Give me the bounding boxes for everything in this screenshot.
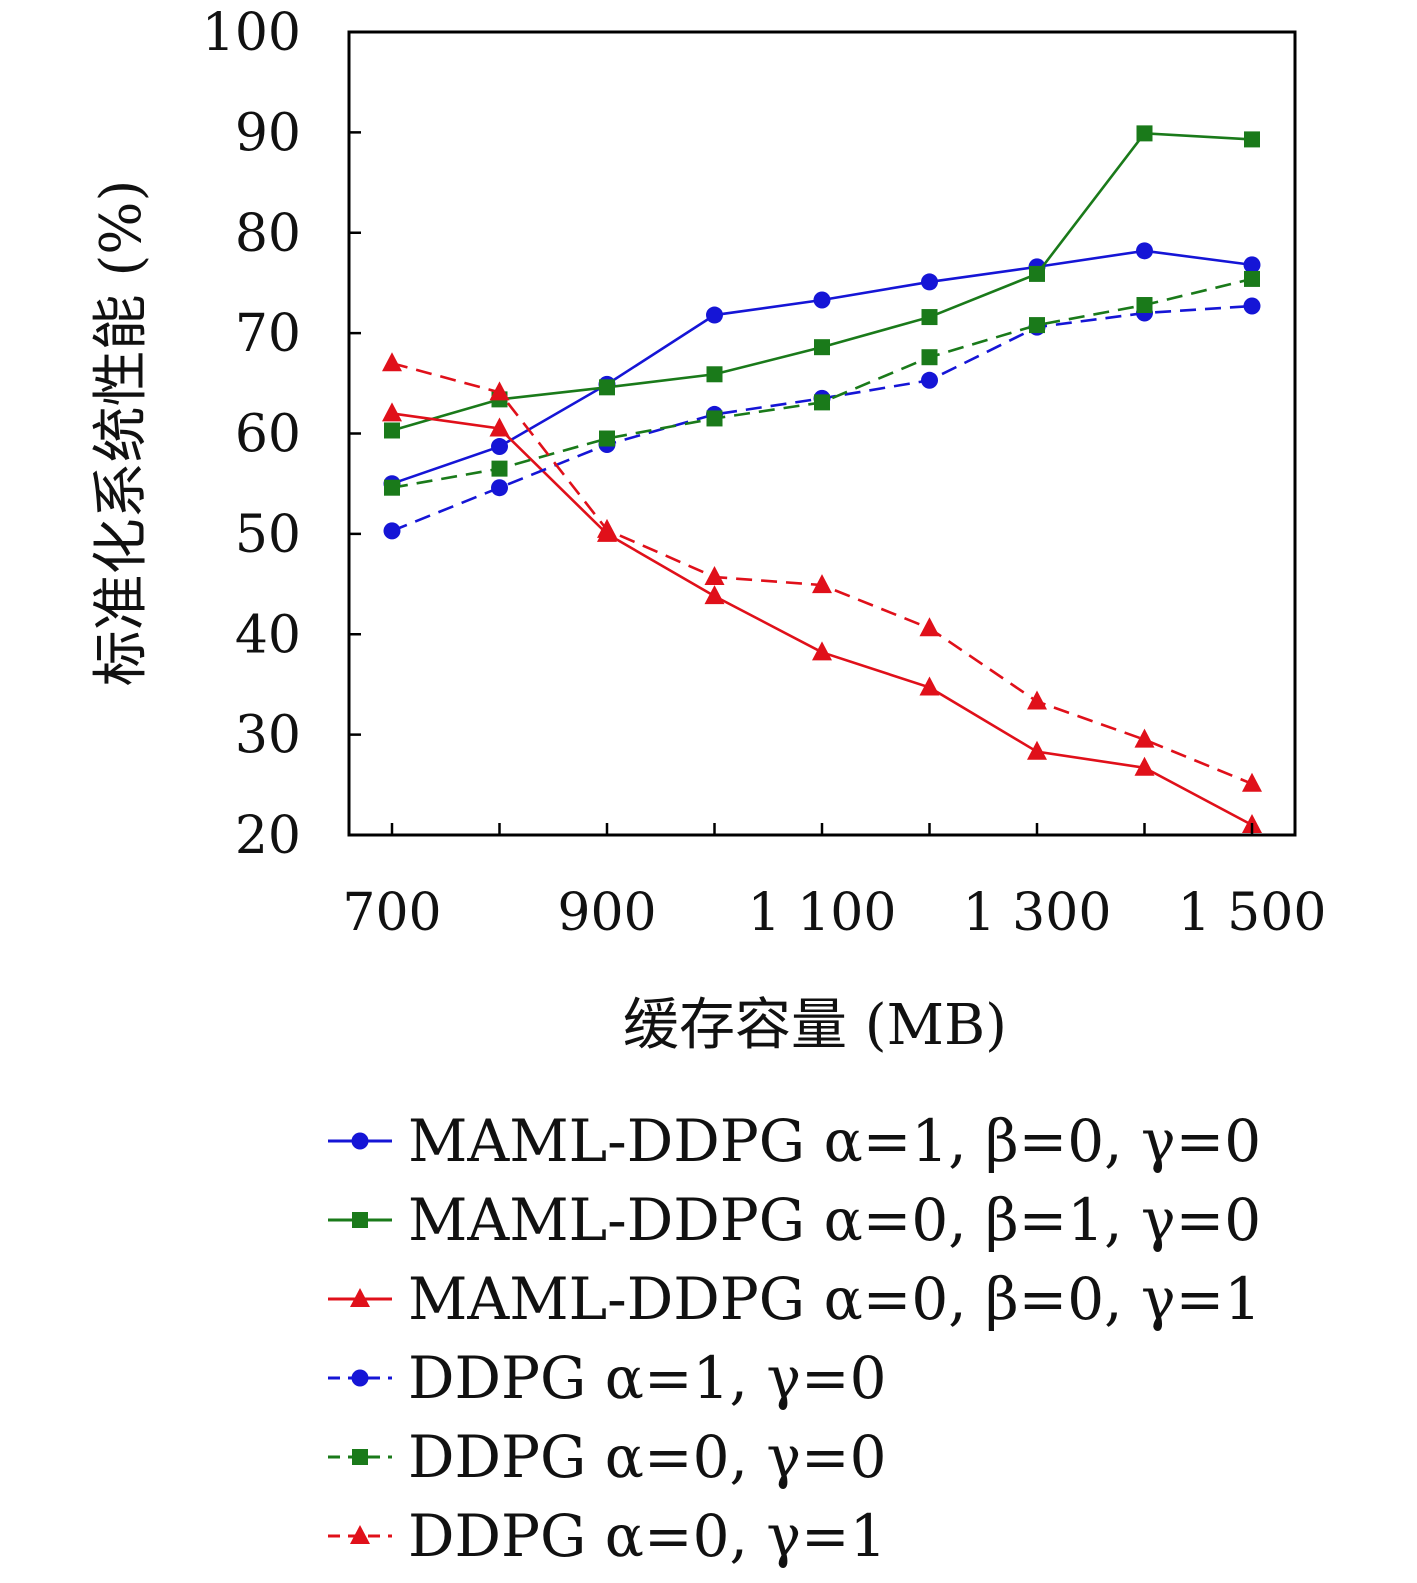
legend-marker xyxy=(351,1132,369,1150)
y-tick-label: 100 xyxy=(202,3,301,63)
data-point xyxy=(1244,131,1260,148)
plot-area-frame xyxy=(347,30,1297,837)
y-tick-label: 90 xyxy=(235,103,301,163)
data-point xyxy=(921,371,938,389)
x-tick-label: 900 xyxy=(557,883,656,943)
data-point xyxy=(489,381,510,401)
y-axis: 20 30 40 50 60 70 80 90 100 xyxy=(202,3,361,866)
legend-item: DDPG α=0, γ=0 xyxy=(328,1423,887,1491)
series-line xyxy=(391,277,1253,489)
legend: MAML-DDPG α=1, β=0, γ=0 MAML-DDPG α=0, β=… xyxy=(328,1107,1261,1570)
series-line xyxy=(391,132,1253,432)
data-point xyxy=(921,349,938,366)
series-2 xyxy=(384,125,1260,439)
data-point xyxy=(919,676,940,696)
data-point xyxy=(813,291,831,309)
legend-item: MAML-DDPG α=0, β=1, γ=0 xyxy=(328,1186,1261,1254)
series-5 xyxy=(384,270,1260,496)
legend-label: MAML-DDPG α=1, β=0, γ=0 xyxy=(408,1107,1261,1175)
data-point xyxy=(814,394,830,411)
legend-marker xyxy=(352,1449,368,1465)
x-axis-title: 缓存容量 (MB) xyxy=(623,993,1007,1058)
y-tick-label: 50 xyxy=(235,505,301,565)
data-point xyxy=(384,479,400,496)
legend-item: DDPG α=1, γ=0 xyxy=(328,1344,887,1412)
data-point xyxy=(812,641,832,661)
data-point xyxy=(382,352,402,372)
data-point xyxy=(1136,125,1153,142)
chart-marks xyxy=(382,125,1262,833)
data-point xyxy=(706,410,723,427)
data-point xyxy=(489,417,510,437)
legend-label: MAML-DDPG α=0, β=1, γ=0 xyxy=(408,1186,1261,1254)
series-1 xyxy=(383,242,1261,493)
data-point xyxy=(382,402,402,422)
series-4 xyxy=(383,297,1261,540)
y-tick-label: 20 xyxy=(235,806,301,866)
data-point xyxy=(921,309,938,326)
x-tick-label: 700 xyxy=(342,883,441,943)
data-point xyxy=(597,518,617,538)
legend-label: DDPG α=0, γ=0 xyxy=(408,1423,887,1491)
data-point xyxy=(491,460,508,477)
data-point xyxy=(704,585,725,605)
data-point xyxy=(921,273,938,291)
x-tick-label: 1 500 xyxy=(1178,883,1327,943)
data-point xyxy=(706,306,723,324)
series-line xyxy=(391,361,1253,786)
legend-item: DDPG α=0, γ=1 xyxy=(328,1502,887,1570)
legend-label: MAML-DDPG α=0, β=0, γ=1 xyxy=(408,1265,1261,1333)
legend-label: DDPG α=0, γ=1 xyxy=(408,1502,887,1570)
data-point xyxy=(1244,270,1260,287)
data-point xyxy=(919,617,940,637)
series-3 xyxy=(382,402,1262,833)
data-point xyxy=(1134,728,1155,748)
data-point xyxy=(814,339,830,356)
data-point xyxy=(1136,242,1153,260)
legend-marker xyxy=(351,1369,369,1387)
legend-item: MAML-DDPG α=1, β=0, γ=0 xyxy=(328,1107,1261,1175)
y-tick-label: 80 xyxy=(235,204,301,264)
x-axis: 700 900 1 100 1 300 1 500 xyxy=(342,823,1326,943)
data-point xyxy=(491,479,508,497)
data-point xyxy=(812,574,832,594)
legend-item: MAML-DDPG α=0, β=0, γ=1 xyxy=(328,1265,1261,1333)
legend-marker xyxy=(352,1212,368,1228)
x-tick-label: 1 100 xyxy=(748,883,897,943)
data-point xyxy=(1029,317,1045,334)
data-point xyxy=(1029,265,1045,282)
data-point xyxy=(1136,297,1153,314)
data-point xyxy=(599,379,615,396)
data-point xyxy=(704,566,725,586)
data-point xyxy=(1243,256,1261,274)
legend-marker xyxy=(350,1525,370,1544)
y-tick-label: 40 xyxy=(235,605,301,665)
series-6 xyxy=(382,352,1262,792)
data-point xyxy=(1242,772,1262,792)
data-point xyxy=(383,522,401,540)
legend-label: DDPG α=1, γ=0 xyxy=(408,1344,887,1412)
y-tick-label: 60 xyxy=(235,405,301,465)
data-point xyxy=(706,366,723,383)
data-point xyxy=(1134,756,1155,776)
data-point xyxy=(599,430,615,447)
data-point xyxy=(491,438,508,456)
x-tick-label: 1 300 xyxy=(963,883,1112,943)
y-tick-label: 30 xyxy=(235,706,301,766)
y-tick-label: 70 xyxy=(235,304,301,364)
series-line xyxy=(391,412,1253,827)
data-point xyxy=(1027,740,1047,760)
legend-marker xyxy=(350,1288,370,1307)
data-point xyxy=(1243,297,1261,315)
data-point xyxy=(384,422,400,439)
data-point xyxy=(1027,690,1047,710)
y-axis-title: 标准化系统性能 (%) xyxy=(89,180,154,687)
